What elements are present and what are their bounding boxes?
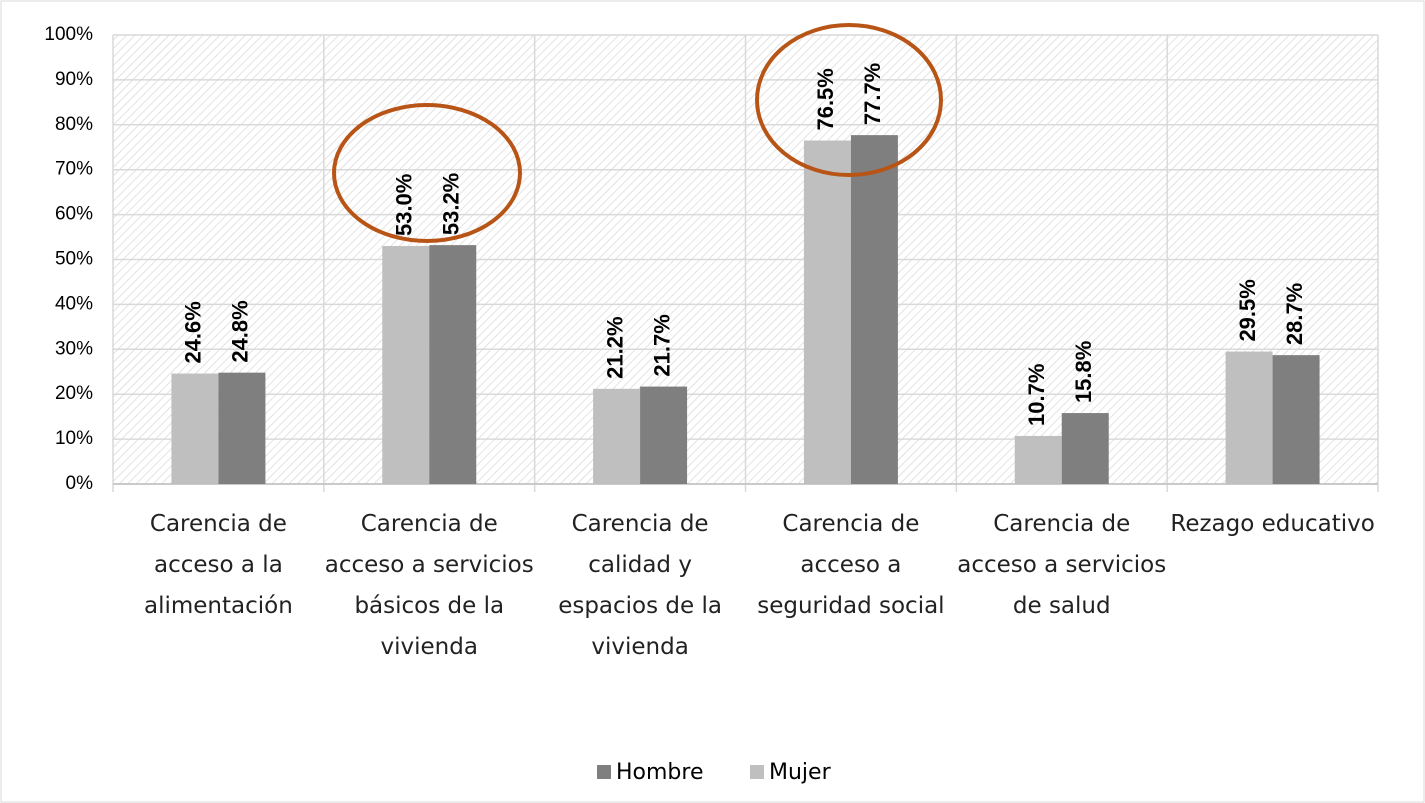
x-tick-label-box: Rezago educativo xyxy=(1170,511,1375,537)
bar xyxy=(171,373,219,484)
x-tick-label-box: Carencia de calidad y espacios de la viv… xyxy=(558,511,722,660)
x-tick-label-box: Carencia de acceso a la alimentación xyxy=(144,511,293,619)
x-tick-label: Rezago educativo xyxy=(1170,511,1375,537)
data-label: 10.7% xyxy=(1024,364,1049,426)
legend-label: Hombre xyxy=(616,760,704,785)
data-label: 76.5% xyxy=(813,68,838,130)
data-label: 24.6% xyxy=(181,301,206,363)
bar xyxy=(850,135,898,484)
bar xyxy=(1014,435,1062,484)
bar xyxy=(429,245,477,484)
bar xyxy=(1061,413,1109,484)
y-tick-label: 60% xyxy=(55,204,93,225)
legend-label: Mujer xyxy=(769,760,832,785)
y-tick-label: 90% xyxy=(55,69,93,90)
legend-swatch xyxy=(750,765,764,779)
data-label: 15.8% xyxy=(1071,341,1096,403)
data-label: 29.5% xyxy=(1235,279,1260,341)
x-tick-label: Carencia de acceso a seguridad social xyxy=(757,511,945,619)
data-label: 53.2% xyxy=(439,173,464,235)
y-tick-label: 10% xyxy=(55,428,93,449)
bar xyxy=(1272,355,1320,484)
data-label: 24.8% xyxy=(228,300,253,362)
data-label: 21.2% xyxy=(602,316,627,378)
x-tick-label-box: Carencia de acceso a seguridad social xyxy=(757,511,945,619)
data-label: 21.7% xyxy=(649,314,674,376)
y-tick-label: 30% xyxy=(55,338,93,359)
data-label: 28.7% xyxy=(1282,283,1307,345)
y-tick-label: 70% xyxy=(55,159,93,180)
bar xyxy=(1225,351,1273,484)
y-tick-label: 100% xyxy=(44,24,93,45)
y-tick-label: 20% xyxy=(55,383,93,404)
x-tick-label-box: Carencia de acceso a servicios de salud xyxy=(957,511,1167,619)
data-label: 53.0% xyxy=(392,174,417,236)
highlight-ellipse xyxy=(755,23,943,177)
x-tick-label-box: Carencia de acceso a servicios básicos d… xyxy=(324,511,534,660)
x-tick-label: Carencia de acceso a servicios de salud xyxy=(957,511,1167,619)
x-tick-label: Carencia de acceso a la alimentación xyxy=(144,511,293,619)
bar xyxy=(382,246,430,484)
x-tick-label: Carencia de acceso a servicios básicos d… xyxy=(324,511,534,660)
legend-swatch xyxy=(597,765,611,779)
y-tick-label: 40% xyxy=(55,293,93,314)
highlight-ellipse xyxy=(332,103,522,243)
bar xyxy=(593,388,641,484)
bar xyxy=(803,140,851,484)
bar xyxy=(218,372,266,484)
x-tick-label: Carencia de calidad y espacios de la viv… xyxy=(558,511,722,660)
bar xyxy=(640,386,688,484)
data-label: 77.7% xyxy=(860,63,885,125)
y-tick-label: 80% xyxy=(55,114,93,135)
y-tick-label: 0% xyxy=(66,473,94,494)
y-tick-label: 50% xyxy=(55,249,93,270)
